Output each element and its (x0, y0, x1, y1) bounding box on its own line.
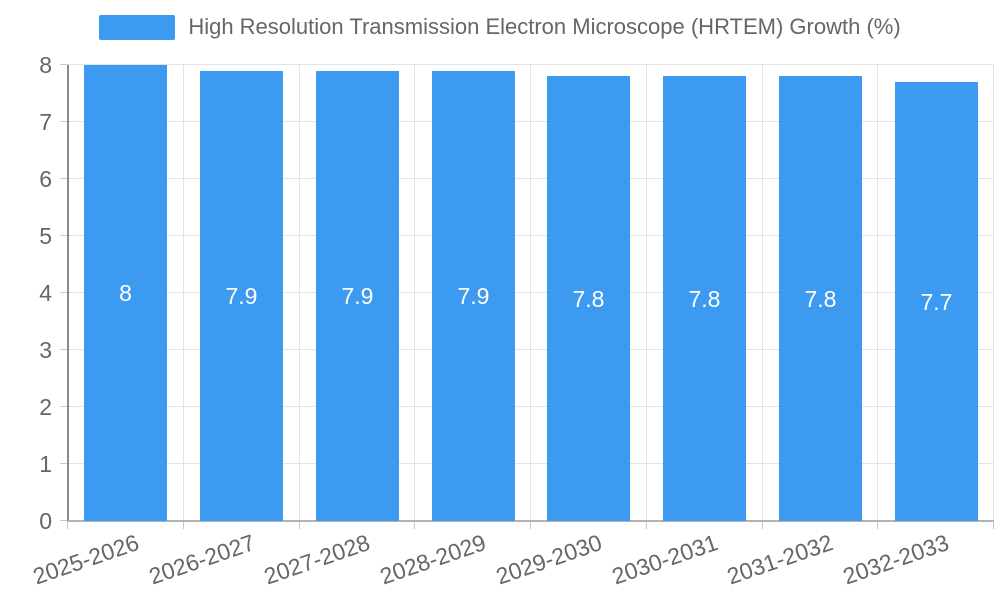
gridline-vertical (993, 65, 994, 521)
x-axis-label: 2027-2028 (261, 529, 374, 590)
gridline-vertical (877, 65, 878, 521)
gridline-horizontal (68, 178, 994, 179)
x-axis-tick (67, 521, 68, 529)
x-axis-label: 2029-2030 (492, 529, 606, 590)
legend-swatch (99, 14, 176, 40)
x-axis-label: 2031-2032 (724, 529, 837, 590)
x-axis-tick (877, 521, 878, 529)
y-axis-label: 7 (39, 109, 52, 135)
y-axis-tick (60, 406, 68, 407)
y-axis-tick (60, 520, 68, 521)
bar-value-label: 7.9 (341, 283, 374, 309)
bar-value-label: 7.7 (920, 289, 953, 315)
gridline-horizontal (68, 121, 994, 122)
x-axis-label: 2030-2031 (608, 529, 721, 590)
y-axis-label: 6 (39, 166, 52, 192)
bar-value-label: 7.9 (457, 283, 490, 309)
y-axis-tick (60, 178, 68, 179)
gridline-horizontal (68, 292, 994, 293)
y-axis-tick (60, 463, 68, 464)
x-axis-tick (183, 521, 184, 529)
y-axis-tick (60, 235, 68, 236)
x-axis-label: 2026-2027 (145, 529, 258, 590)
x-axis-tick (414, 521, 415, 529)
gridline-vertical (530, 65, 531, 521)
bar[interactable] (663, 76, 746, 521)
bar-value-label: 7.8 (688, 286, 721, 312)
gridline-vertical (414, 65, 415, 521)
bar-value-label: 7.8 (572, 286, 605, 312)
bar-value-label: 7.9 (225, 283, 258, 309)
x-axis-line (68, 520, 994, 522)
y-axis-label: 1 (39, 451, 52, 477)
y-axis-label: 5 (39, 223, 52, 249)
x-axis-tick (299, 521, 300, 529)
legend[interactable]: High Resolution Transmission Electron Mi… (0, 14, 1000, 40)
bar-value-label: 8 (119, 280, 132, 306)
gridline-horizontal (68, 463, 994, 464)
gridline-vertical (183, 65, 184, 521)
x-axis-tick (762, 521, 763, 529)
bar-value-label: 7.8 (804, 286, 837, 312)
y-axis-tick (60, 64, 68, 65)
gridline-horizontal (68, 349, 994, 350)
y-axis-label: 2 (39, 394, 52, 420)
y-axis-tick (60, 292, 68, 293)
bar[interactable] (200, 71, 283, 521)
gridline-horizontal (68, 235, 994, 236)
gridline-vertical (299, 65, 300, 521)
x-axis-label: 2025-2026 (29, 529, 143, 590)
bar[interactable] (316, 71, 399, 521)
x-axis-tick (646, 521, 647, 529)
bar[interactable] (547, 76, 630, 521)
legend-label: High Resolution Transmission Electron Mi… (188, 14, 901, 39)
bar[interactable] (432, 71, 515, 521)
bar[interactable] (779, 76, 862, 521)
y-axis-tick (60, 121, 68, 122)
y-axis-label: 8 (39, 52, 52, 78)
x-axis-label: 2028-2029 (376, 529, 490, 590)
y-axis-line (67, 65, 69, 521)
gridline-vertical (762, 65, 763, 521)
y-axis-tick (60, 349, 68, 350)
x-axis-label: 2032-2033 (839, 529, 953, 590)
y-axis-label: 0 (39, 508, 52, 534)
y-axis-label: 3 (39, 337, 52, 363)
gridline-horizontal (68, 406, 994, 407)
bar[interactable] (895, 82, 978, 521)
bar[interactable] (84, 65, 167, 521)
x-axis-tick (993, 521, 994, 529)
x-axis-tick (530, 521, 531, 529)
gridline-horizontal (68, 64, 994, 65)
gridline-vertical (646, 65, 647, 521)
y-axis-label: 4 (39, 280, 52, 306)
